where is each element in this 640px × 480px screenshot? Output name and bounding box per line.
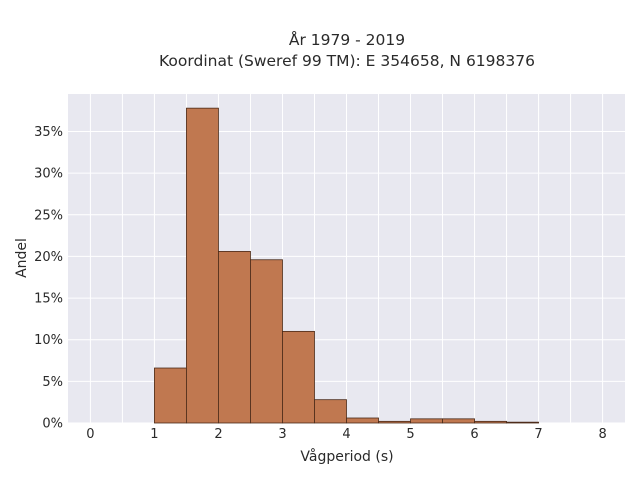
x-tick-label: 2 bbox=[214, 427, 222, 442]
histogram-bars bbox=[154, 107, 539, 424]
grid-lines bbox=[68, 94, 625, 424]
histogram-bar bbox=[378, 420, 411, 424]
y-tick-label: 30% bbox=[34, 167, 63, 182]
x-tick-label: 3 bbox=[278, 427, 286, 442]
y-tick-label: 25% bbox=[34, 208, 63, 223]
x-tick-label: 1 bbox=[150, 427, 158, 442]
chart-subtitle: Koordinat (Sweref 99 TM): E 354658, N 61… bbox=[159, 52, 535, 70]
x-tick-label: 7 bbox=[534, 427, 542, 442]
x-tick-label: 8 bbox=[598, 427, 606, 442]
histogram-bar bbox=[250, 259, 283, 424]
x-axis-label: Vågperiod (s) bbox=[300, 448, 393, 465]
histogram-bar bbox=[346, 417, 379, 424]
histogram-bar bbox=[218, 251, 251, 424]
y-tick-label: 35% bbox=[34, 125, 63, 140]
x-tick-label: 5 bbox=[406, 427, 414, 442]
histogram-bar bbox=[506, 421, 539, 424]
x-tick-labels: 0 1 2 3 4 5 6 7 8 bbox=[86, 427, 606, 442]
y-tick-label: 5% bbox=[42, 375, 63, 390]
x-tick-label: 6 bbox=[470, 427, 478, 442]
histogram-bar bbox=[474, 420, 507, 424]
chart-title: År 1979 - 2019 bbox=[289, 30, 405, 49]
histogram-bar bbox=[282, 330, 315, 424]
histogram-bar bbox=[442, 418, 475, 424]
y-tick-label: 15% bbox=[34, 292, 63, 307]
y-tick-label: 20% bbox=[34, 250, 63, 265]
histogram-bar bbox=[154, 367, 187, 424]
histogram-bar bbox=[186, 107, 219, 424]
x-tick-label: 4 bbox=[342, 427, 350, 442]
y-tick-label: 0% bbox=[42, 417, 63, 432]
y-tick-labels: 0% 5% 10% 15% 20% 25% 30% 35% bbox=[34, 125, 63, 432]
y-tick-label: 10% bbox=[34, 333, 63, 348]
x-tick-label: 0 bbox=[86, 427, 94, 442]
y-axis-label: Andel bbox=[14, 238, 30, 278]
histogram-bar bbox=[314, 399, 347, 424]
histogram-bar bbox=[410, 418, 443, 424]
